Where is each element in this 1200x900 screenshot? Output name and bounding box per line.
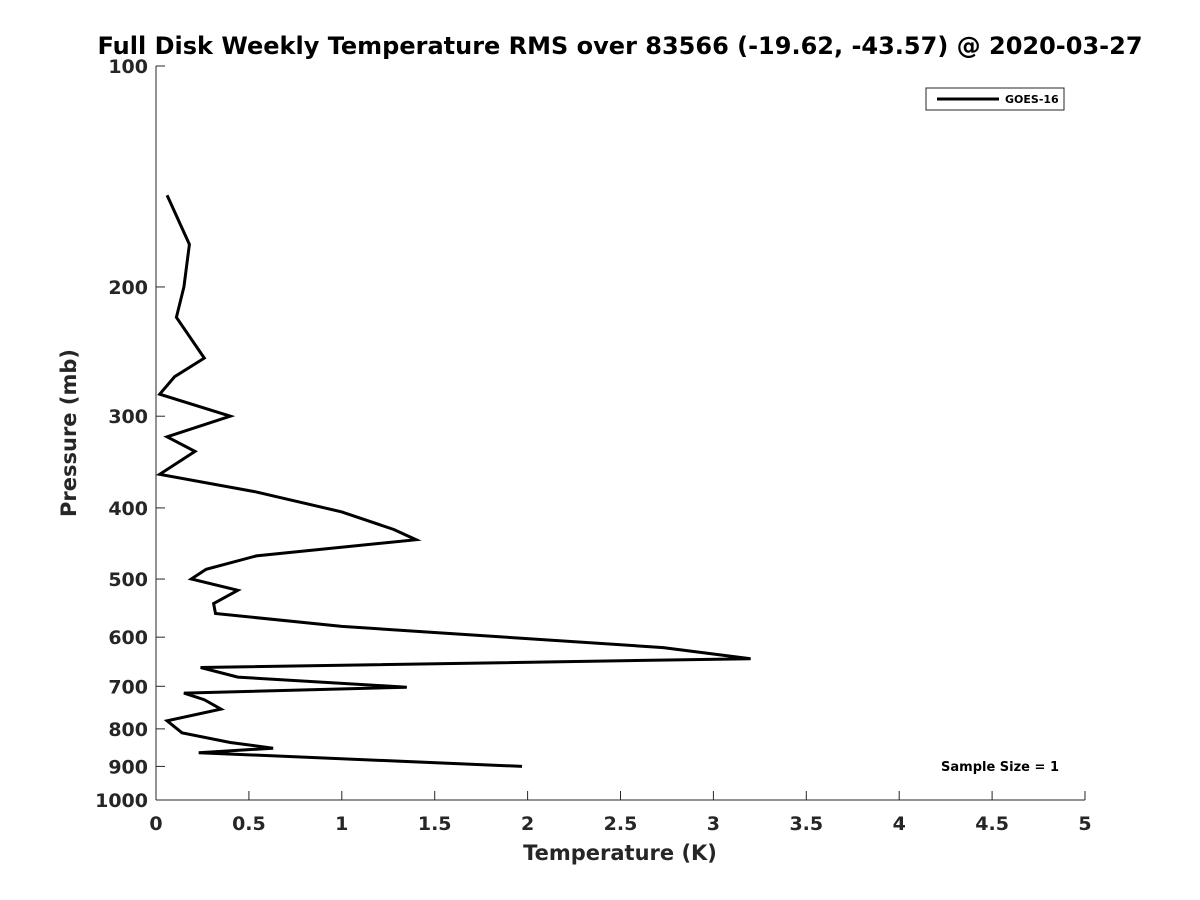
sample-size-annotation: Sample Size = 1 <box>941 760 1059 775</box>
y-tick-label: 700 <box>108 676 148 698</box>
x-tick-label: 1.5 <box>418 813 452 835</box>
x-tick-label: 4.5 <box>975 813 1009 835</box>
x-axis-label: Temperature (K) <box>523 841 717 865</box>
y-tick-label: 300 <box>108 406 148 428</box>
y-tick-label: 400 <box>108 498 148 520</box>
x-tick-label: 1 <box>335 813 348 835</box>
x-tick-label: 2.5 <box>604 813 638 835</box>
x-tick-label: 3.5 <box>789 813 823 835</box>
y-tick-label: 800 <box>108 719 148 741</box>
legend: GOES-16 <box>925 87 1065 111</box>
x-tick-label: 5 <box>1078 813 1091 835</box>
y-tick-label: 200 <box>108 277 148 299</box>
y-tick-label: 900 <box>108 756 148 778</box>
x-tick-label: 4 <box>893 813 906 835</box>
x-tick-label: 0 <box>149 813 162 835</box>
x-tick-label: 3 <box>707 813 720 835</box>
x-ticks: 0 0.5 1 1.5 2 2.5 3 3.5 4 4.5 5 <box>149 791 1092 835</box>
y-axis-label: Pressure (mb) <box>57 349 81 517</box>
y-tick-label: 500 <box>108 569 148 591</box>
y-tick-label: 600 <box>108 627 148 649</box>
y-ticks: 100 200 300 400 500 600 700 800 900 1000 <box>95 56 165 812</box>
y-tick-label: 100 <box>108 56 148 78</box>
x-tick-label: 0.5 <box>232 813 266 835</box>
legend-label-goes-16: GOES-16 <box>1005 93 1059 106</box>
chart-title: Full Disk Weekly Temperature RMS over 83… <box>97 32 1142 60</box>
x-tick-label: 2 <box>521 813 534 835</box>
series-layer <box>155 194 751 768</box>
series-line-goes-16 <box>155 194 751 768</box>
y-tick-label: 1000 <box>95 790 148 812</box>
